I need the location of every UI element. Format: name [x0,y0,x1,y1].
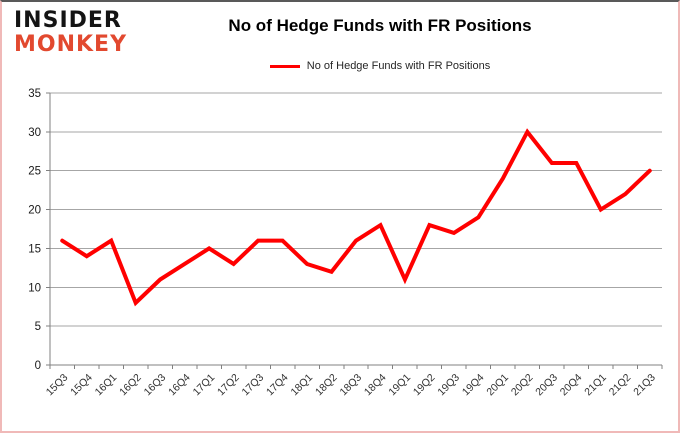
svg-text:15: 15 [28,243,41,255]
legend: No of Hedge Funds with FR Positions [122,60,638,72]
svg-text:17Q2: 17Q2 [215,372,242,399]
svg-text:18Q4: 18Q4 [362,372,389,399]
logo-insider-text: INSIDER [14,8,122,33]
legend-line-swatch [269,64,300,68]
svg-text:20Q3: 20Q3 [533,372,560,399]
svg-text:25: 25 [28,166,41,178]
chart-title: No of Hedge Funds with FR Positions [228,16,532,35]
svg-text:30: 30 [28,127,41,139]
svg-text:20Q2: 20Q2 [509,372,536,399]
svg-text:16Q3: 16Q3 [142,372,169,399]
logo-monkey-text: MONKEY [14,32,128,57]
svg-text:18Q2: 18Q2 [313,372,340,399]
svg-text:21Q3: 21Q3 [631,372,658,399]
svg-text:21Q1: 21Q1 [582,372,609,399]
svg-text:0: 0 [35,360,41,372]
svg-text:19Q1: 19Q1 [386,372,413,399]
svg-text:10: 10 [28,282,41,294]
svg-text:5: 5 [35,321,41,333]
svg-text:15Q3: 15Q3 [44,372,71,399]
svg-text:19Q2: 19Q2 [411,372,438,399]
insider-monkey-logo: INSIDER MONKEY [14,10,127,56]
svg-text:18Q3: 18Q3 [337,372,364,399]
svg-text:15Q4: 15Q4 [68,372,95,399]
svg-text:16Q4: 16Q4 [166,372,193,399]
svg-text:19Q3: 19Q3 [435,372,462,399]
legend-label: No of Hedge Funds with FR Positions [306,60,491,72]
svg-text:21Q2: 21Q2 [607,372,634,399]
svg-text:16Q1: 16Q1 [93,372,120,399]
svg-text:18Q1: 18Q1 [289,372,316,399]
svg-text:17Q1: 17Q1 [191,372,218,399]
svg-text:17Q4: 17Q4 [264,372,291,399]
svg-text:19Q4: 19Q4 [460,372,487,399]
svg-text:20Q4: 20Q4 [558,372,585,399]
svg-text:20Q1: 20Q1 [484,372,511,399]
svg-text:35: 35 [28,88,41,100]
svg-text:20: 20 [28,205,41,217]
svg-text:16Q2: 16Q2 [117,372,144,399]
svg-text:17Q3: 17Q3 [240,372,267,399]
